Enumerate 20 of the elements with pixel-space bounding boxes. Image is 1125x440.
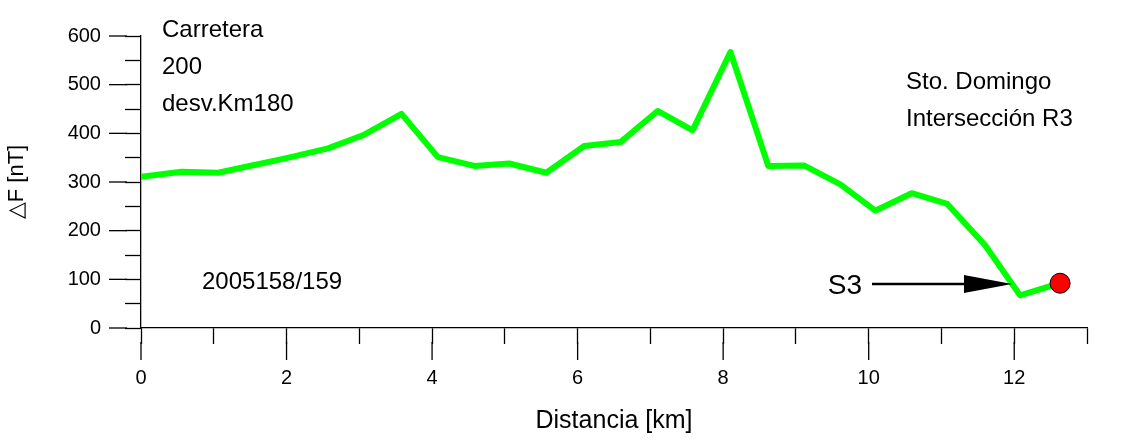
x-tick-label: 12 bbox=[1003, 365, 1026, 388]
y-tick-label: 400 bbox=[67, 120, 101, 143]
y-tick-label: 0 bbox=[89, 315, 101, 338]
y-tick-label: 100 bbox=[67, 266, 101, 289]
annotation: 2005158/159 bbox=[202, 266, 343, 294]
x-axis-title: Distancia [km] bbox=[535, 404, 693, 433]
x-tick-label: 2 bbox=[280, 365, 293, 388]
x-tick-label: 6 bbox=[572, 365, 584, 388]
y-tick-label: 200 bbox=[67, 218, 101, 241]
x-tick-label: 4 bbox=[426, 365, 438, 388]
x-tick-label: 8 bbox=[717, 365, 729, 388]
y-tick-label: 600 bbox=[67, 23, 101, 46]
annotation: Carretera 200 desv.Km180 bbox=[162, 14, 294, 116]
y-tick-label: 500 bbox=[67, 72, 101, 95]
x-tick-label: 10 bbox=[857, 365, 880, 388]
annotation: Sto. Domingo Intersección R3 bbox=[906, 66, 1073, 131]
y-axis-title: △F [nT] bbox=[3, 144, 29, 220]
annotation: S3 bbox=[827, 268, 862, 300]
x-tick-label: 0 bbox=[135, 365, 147, 388]
y-tick-label: 300 bbox=[67, 169, 101, 192]
